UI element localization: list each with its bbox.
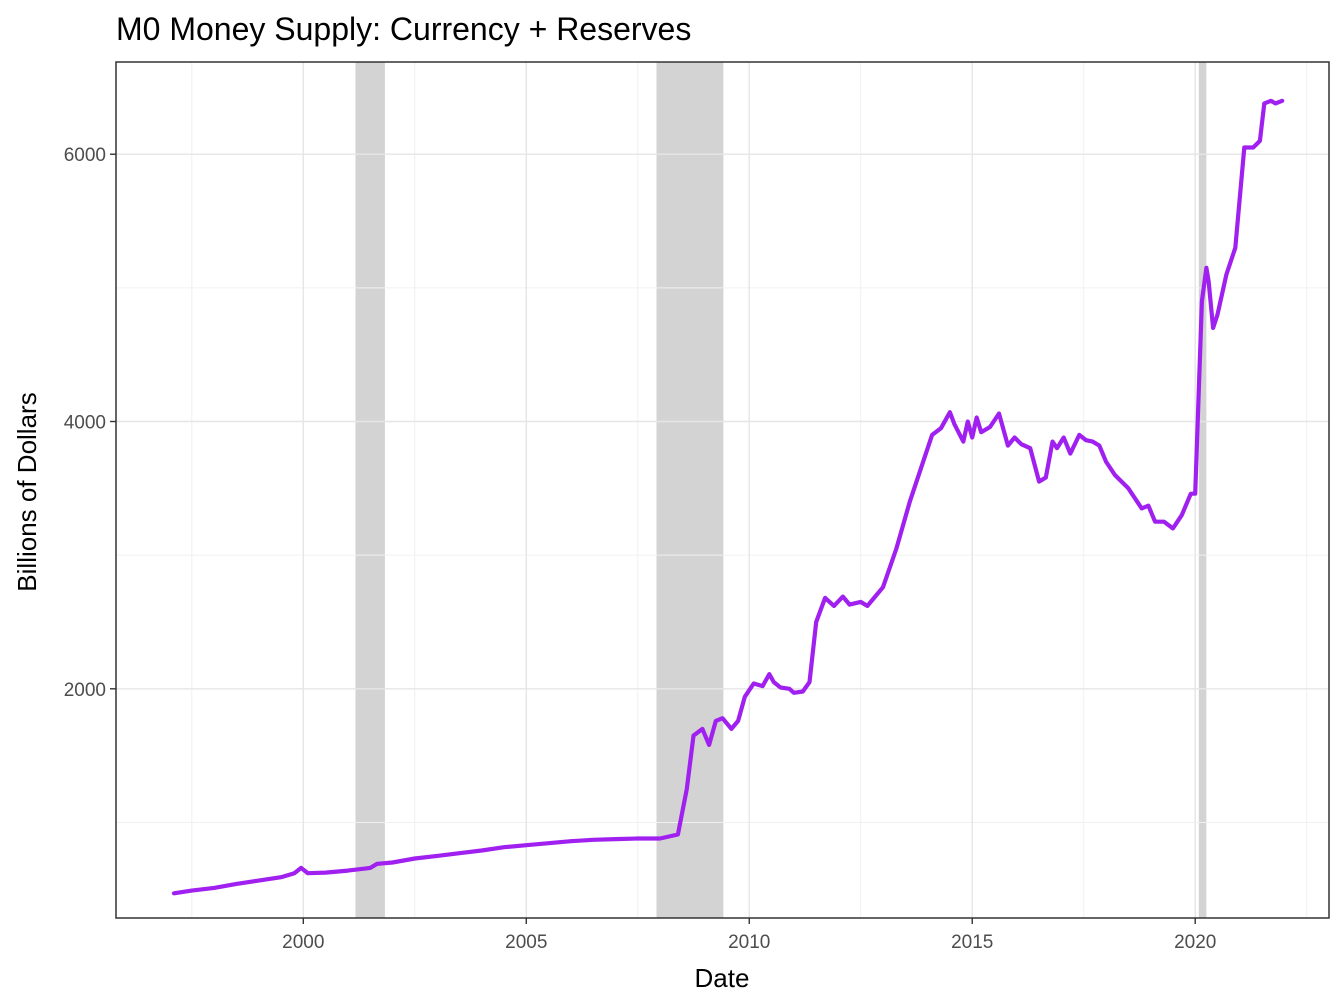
y-tick-label: 6000 <box>64 145 106 166</box>
y-axis: 2000 4000 6000 <box>64 145 116 701</box>
x-tick-label: 2000 <box>282 932 324 953</box>
y-tick-label: 4000 <box>64 413 106 434</box>
recession-band <box>656 62 724 918</box>
recession-bands <box>355 62 1207 918</box>
series-group <box>171 98 1285 896</box>
x-tick-label: 2005 <box>505 932 547 953</box>
y-tick-label: 2000 <box>64 680 106 701</box>
x-tick-label: 2020 <box>1174 932 1216 953</box>
x-tick-label: 2015 <box>951 932 993 953</box>
recession-band <box>1198 62 1207 918</box>
recession-band <box>355 62 385 918</box>
x-tick-label: 2010 <box>728 932 770 953</box>
series-line <box>171 98 1285 896</box>
x-axis-title: Date <box>695 963 750 993</box>
y-axis-title: Billions of Dollars <box>12 392 42 591</box>
plot-panel-border <box>115 61 1330 919</box>
chart-title: M0 Money Supply: Currency + Reserves <box>116 11 691 47</box>
x-axis: 2000 2005 2010 2015 2020 <box>282 918 1216 953</box>
